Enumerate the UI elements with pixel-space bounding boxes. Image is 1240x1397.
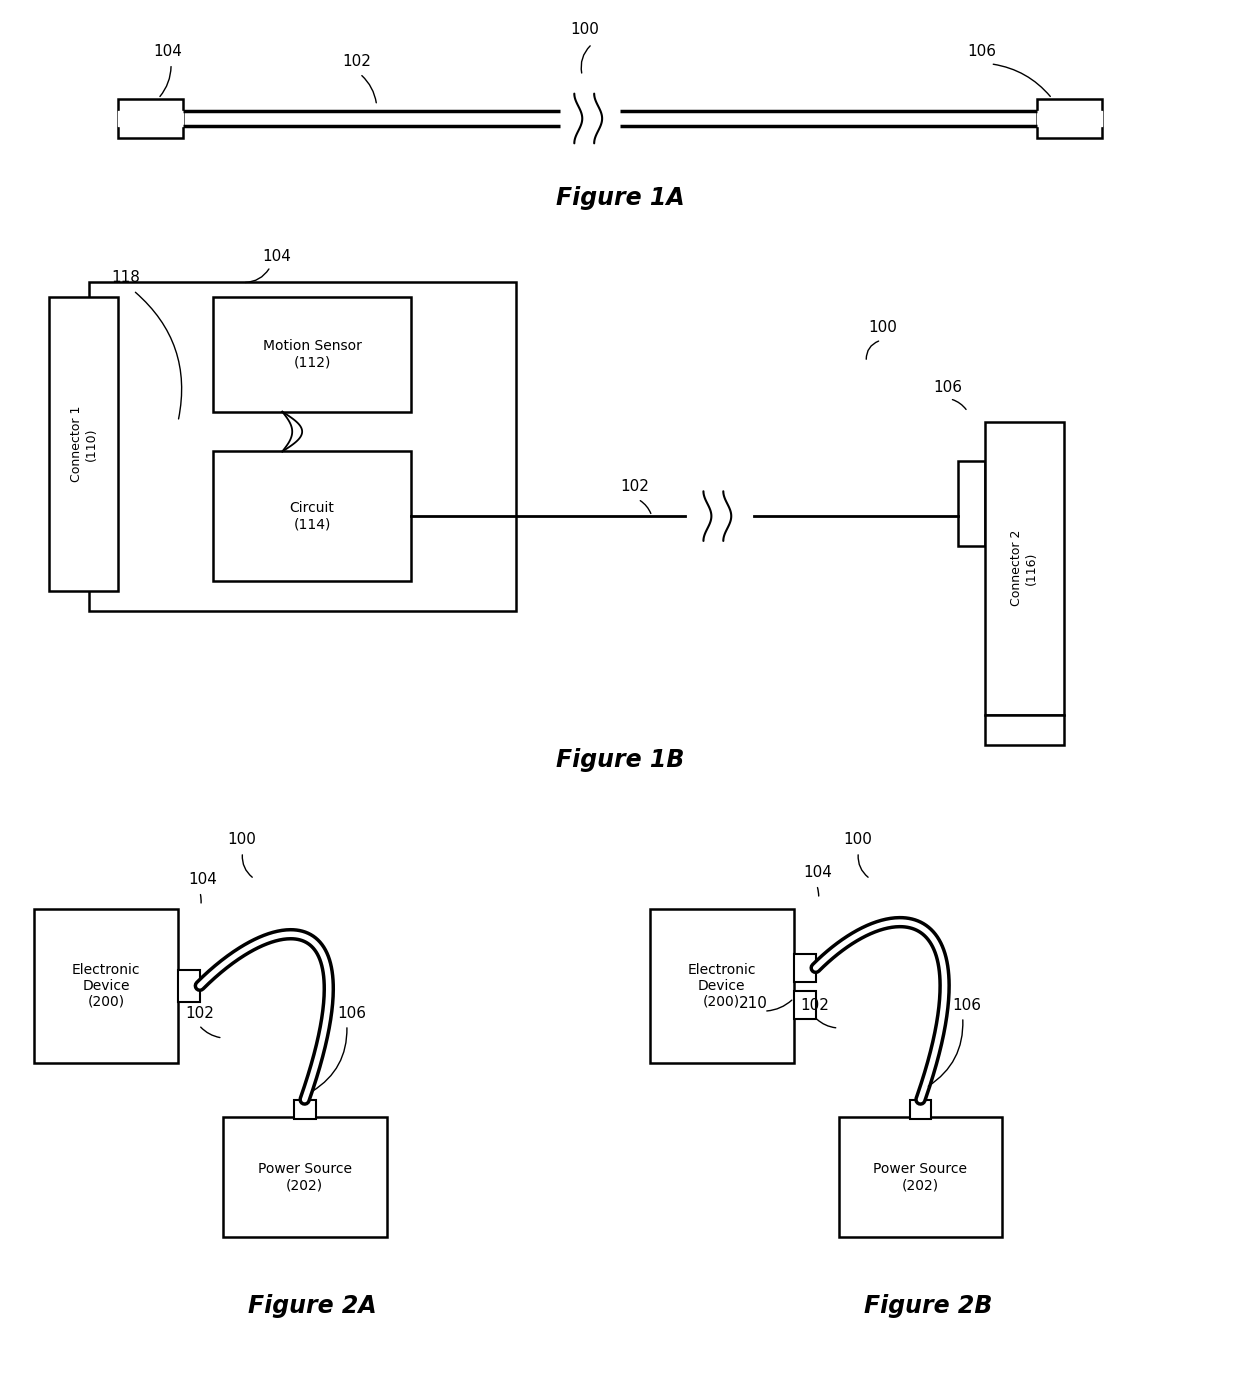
Text: 102: 102 [620,479,649,495]
Bar [985,422,1064,715]
Text: 106: 106 [952,997,982,1013]
Text: 104: 104 [154,43,182,59]
Text: Power Source
(202): Power Source (202) [258,1162,352,1192]
Text: 104: 104 [804,865,832,880]
Text: Figure 1B: Figure 1B [556,747,684,771]
Bar [179,970,200,1002]
Text: Connector 2
(116): Connector 2 (116) [1011,529,1038,606]
Bar [910,1099,931,1119]
Text: 100: 100 [570,22,599,36]
Bar [838,1118,1002,1236]
Text: 106: 106 [337,1006,366,1021]
Bar [985,715,1064,745]
Text: 210: 210 [739,996,768,1011]
Bar [118,99,184,138]
Text: Power Source
(202): Power Source (202) [873,1162,967,1192]
Text: Circuit
(114): Circuit (114) [290,502,335,531]
Bar [213,451,412,581]
Text: 118: 118 [112,271,140,285]
Text: 100: 100 [868,320,898,335]
Text: 102: 102 [801,997,830,1013]
Text: 106: 106 [932,380,962,395]
Bar [794,990,816,1018]
Bar [33,908,179,1063]
Bar [1037,99,1102,138]
Bar [957,461,985,546]
Bar [294,1099,315,1119]
Bar [650,908,794,1063]
Bar [223,1118,387,1236]
Text: 100: 100 [843,833,873,847]
Bar [213,298,412,412]
Text: 106: 106 [967,43,997,59]
Text: Motion Sensor
(112): Motion Sensor (112) [263,339,362,370]
Text: 104: 104 [188,872,217,887]
Bar [794,954,816,982]
Text: Electronic
Device
(200): Electronic Device (200) [687,963,756,1009]
Bar [48,298,118,591]
Text: Figure 2B: Figure 2B [864,1295,992,1319]
Text: Figure 1A: Figure 1A [556,186,684,210]
Bar [88,282,516,610]
Text: 102: 102 [185,1006,213,1021]
Text: 100: 100 [228,833,257,847]
Text: Connector 1
(110): Connector 1 (110) [69,407,98,482]
Text: Figure 2A: Figure 2A [248,1295,377,1319]
Text: 104: 104 [263,249,291,264]
Text: Electronic
Device
(200): Electronic Device (200) [72,963,140,1009]
Text: 102: 102 [342,54,371,68]
